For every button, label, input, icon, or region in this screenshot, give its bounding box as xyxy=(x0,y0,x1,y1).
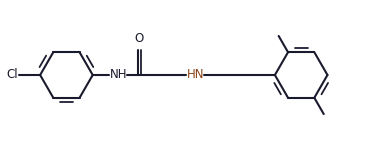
Text: Cl: Cl xyxy=(6,69,18,81)
Text: O: O xyxy=(134,32,143,45)
Text: NH: NH xyxy=(110,69,127,81)
Text: HN: HN xyxy=(187,69,204,81)
